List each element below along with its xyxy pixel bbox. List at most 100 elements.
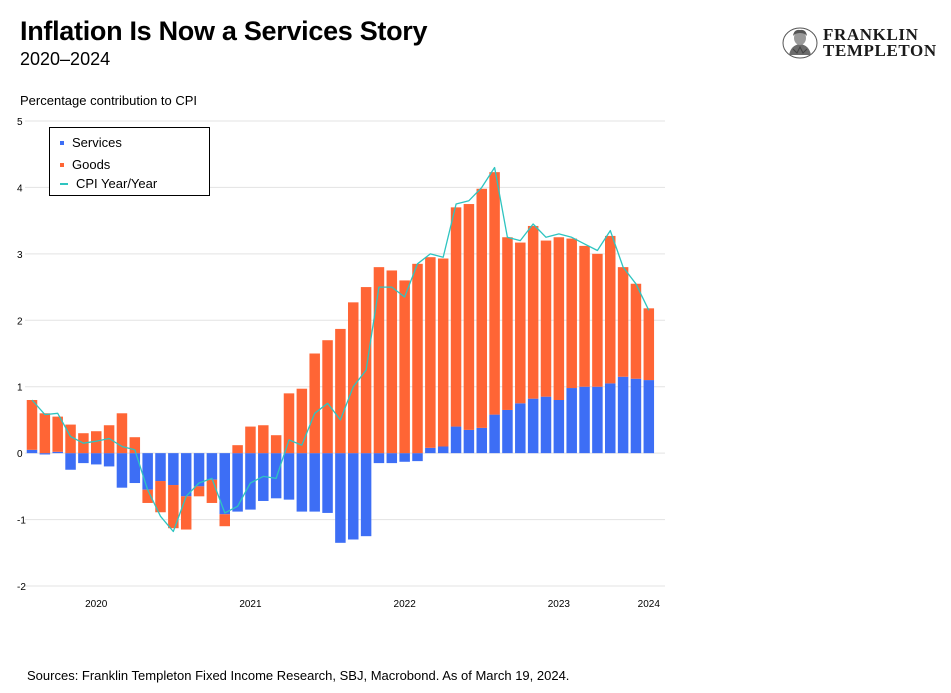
y-tick-label: 5 bbox=[17, 117, 23, 128]
bar-services bbox=[270, 453, 282, 499]
chart-title: Inflation Is Now a Services Story bbox=[20, 16, 428, 46]
legend-label-goods: Goods bbox=[72, 157, 111, 172]
bar-goods bbox=[219, 514, 230, 527]
bar-services bbox=[206, 453, 218, 480]
legend-swatch-cpi bbox=[60, 182, 68, 185]
bar-goods bbox=[566, 238, 577, 389]
y-axis-label: Percentage contribution to CPI bbox=[20, 93, 198, 108]
bar-services bbox=[425, 447, 436, 454]
bar-goods bbox=[463, 204, 475, 430]
bar-goods bbox=[630, 283, 642, 379]
y-tick-label: -2 bbox=[17, 582, 26, 593]
bar-services bbox=[155, 453, 166, 482]
bar-services bbox=[617, 376, 629, 454]
y-tick-label: 0 bbox=[17, 449, 23, 460]
bar-goods bbox=[283, 393, 295, 454]
bar-services bbox=[489, 414, 500, 454]
bar-services bbox=[502, 409, 513, 454]
bar-goods bbox=[232, 445, 243, 454]
bar-services bbox=[386, 453, 398, 464]
y-tick-labels: -2 -1 0 1 2 3 4 5 bbox=[17, 117, 26, 593]
bar-goods bbox=[348, 302, 359, 454]
bar-goods bbox=[386, 270, 398, 454]
bar-goods bbox=[26, 400, 38, 450]
legend-label-services: Services bbox=[72, 135, 122, 150]
bar-goods bbox=[643, 308, 655, 381]
legend: Services Goods CPI Year/Year bbox=[49, 127, 210, 196]
bar-goods bbox=[258, 425, 269, 454]
bar-services bbox=[373, 453, 385, 464]
bar-services bbox=[360, 453, 372, 537]
bar-goods bbox=[476, 188, 487, 428]
bar-services bbox=[39, 453, 51, 455]
bar-goods bbox=[155, 481, 166, 513]
bar-goods bbox=[399, 280, 410, 454]
bar-services bbox=[65, 453, 76, 470]
legend-swatch-goods bbox=[60, 162, 64, 167]
bar-services bbox=[566, 388, 577, 454]
bar-goods bbox=[91, 431, 102, 454]
bar-goods bbox=[52, 416, 63, 452]
bar-services bbox=[579, 386, 590, 454]
bar-goods bbox=[579, 245, 590, 387]
bar-services bbox=[643, 380, 655, 454]
bar-services bbox=[335, 453, 346, 543]
x-tick-label: 2020 bbox=[85, 599, 108, 610]
bar-services bbox=[515, 403, 526, 454]
bar-services bbox=[412, 453, 423, 462]
bar-goods bbox=[168, 485, 179, 529]
bar-services bbox=[52, 451, 63, 454]
legend-swatch-services bbox=[60, 140, 64, 145]
legend-item-services: Services bbox=[60, 135, 122, 150]
x-tick-label: 2023 bbox=[548, 599, 571, 610]
x-tick-labels: 2020 2021 2022 2023 2024 bbox=[85, 599, 660, 610]
legend-item-goods: Goods bbox=[60, 157, 110, 172]
bar-goods bbox=[116, 413, 128, 454]
bar-goods bbox=[335, 328, 346, 454]
bar-services bbox=[296, 453, 308, 512]
bar-goods bbox=[65, 424, 76, 454]
bar-goods bbox=[515, 242, 526, 404]
bar-goods bbox=[527, 225, 539, 399]
y-tick-label: 1 bbox=[17, 383, 23, 394]
bar-services bbox=[103, 453, 115, 467]
bars bbox=[26, 172, 655, 543]
bar-services bbox=[116, 453, 128, 488]
bar-services bbox=[540, 396, 552, 454]
x-tick-label: 2021 bbox=[239, 599, 262, 610]
bar-services bbox=[232, 453, 243, 512]
logo-line-2: TEMPLETON bbox=[823, 41, 937, 60]
bar-goods bbox=[502, 237, 513, 410]
bar-services bbox=[26, 449, 38, 454]
bar-goods bbox=[592, 253, 603, 387]
bar-goods bbox=[450, 207, 462, 427]
bar-goods bbox=[540, 240, 552, 397]
bar-services bbox=[309, 453, 320, 512]
bar-goods bbox=[39, 413, 51, 454]
bar-goods bbox=[296, 388, 308, 454]
bar-services bbox=[463, 429, 475, 454]
bar-services bbox=[245, 453, 256, 510]
bar-goods bbox=[425, 257, 436, 448]
franklin-templeton-logo: FRANKLIN TEMPLETON bbox=[781, 26, 937, 60]
bar-services bbox=[219, 453, 230, 515]
bar-goods bbox=[489, 172, 500, 415]
bar-services bbox=[129, 453, 141, 484]
bar-services bbox=[527, 398, 539, 454]
bar-goods bbox=[142, 489, 153, 503]
legend-item-cpi: CPI Year/Year bbox=[60, 176, 157, 191]
y-tick-label: -1 bbox=[17, 516, 26, 527]
bar-services bbox=[553, 400, 565, 454]
bar-goods bbox=[373, 267, 385, 454]
source-note: Sources: Franklin Templeton Fixed Income… bbox=[27, 668, 570, 683]
cpi-line-layer bbox=[31, 166, 650, 533]
bar-services bbox=[399, 453, 410, 462]
bar-goods bbox=[322, 340, 333, 454]
x-tick-label: 2024 bbox=[638, 599, 661, 610]
bar-services bbox=[476, 427, 487, 454]
bar-services bbox=[437, 446, 449, 454]
bar-services bbox=[605, 383, 616, 454]
bar-services bbox=[91, 453, 102, 465]
portrait-icon bbox=[782, 27, 818, 59]
